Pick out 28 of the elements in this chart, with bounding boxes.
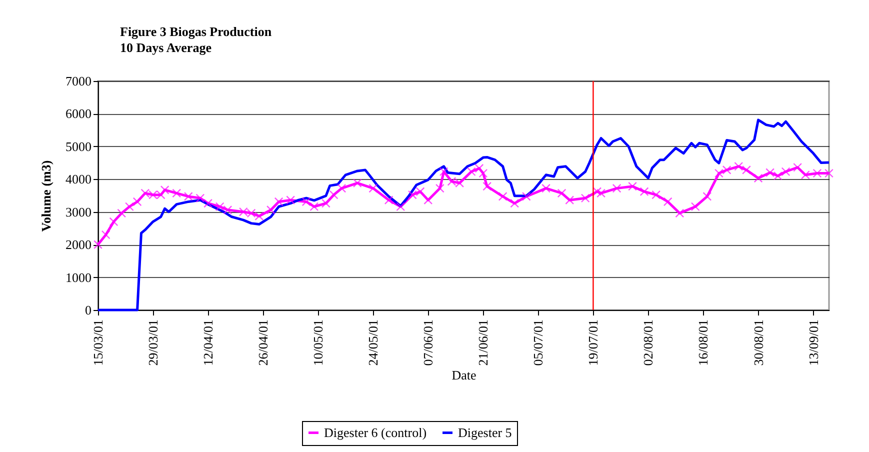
x-tick-label: 26/04/01 bbox=[256, 320, 271, 366]
legend-label: Digester 6 (control) bbox=[324, 424, 427, 440]
y-tick-label: 6000 bbox=[66, 106, 92, 122]
y-tick-label: 3000 bbox=[66, 204, 92, 220]
x-tick-label: 02/08/01 bbox=[640, 320, 656, 366]
x-tick-label: 24/05/01 bbox=[366, 320, 381, 366]
x-tick-label: 10/05/01 bbox=[310, 320, 326, 366]
x-tick-label: 29/03/01 bbox=[146, 320, 161, 366]
y-tick-label: 7000 bbox=[66, 74, 92, 88]
x-tick-label: 16/08/01 bbox=[696, 320, 711, 366]
x-tick-label: 12/04/01 bbox=[200, 320, 216, 366]
legend-label: Digester 5 bbox=[458, 424, 512, 440]
x-tick-label: 13/09/01 bbox=[806, 320, 821, 366]
x-tick-label: 15/03/01 bbox=[90, 320, 106, 366]
y-tick-label: 2000 bbox=[66, 237, 92, 252]
x-tick-label: 21/06/01 bbox=[476, 320, 491, 366]
x-tick-label: 05/07/01 bbox=[530, 320, 546, 366]
y-tick-label: 4000 bbox=[66, 172, 92, 187]
x-tick-label: 19/07/01 bbox=[586, 320, 601, 366]
chart-subtitle: 10 Days Average bbox=[120, 40, 212, 55]
y-tick-label: 0 bbox=[85, 302, 92, 318]
x-tick-label: 30/08/01 bbox=[750, 320, 766, 366]
x-tick-label: 07/06/01 bbox=[420, 320, 436, 366]
y-tick-label: 1000 bbox=[66, 270, 92, 285]
chart-title: Figure 3 Biogas Production bbox=[120, 24, 272, 39]
x-axis-title: Date bbox=[452, 368, 476, 383]
y-tick-label: 5000 bbox=[66, 138, 92, 154]
y-axis-title: Volume (m3) bbox=[38, 160, 54, 232]
